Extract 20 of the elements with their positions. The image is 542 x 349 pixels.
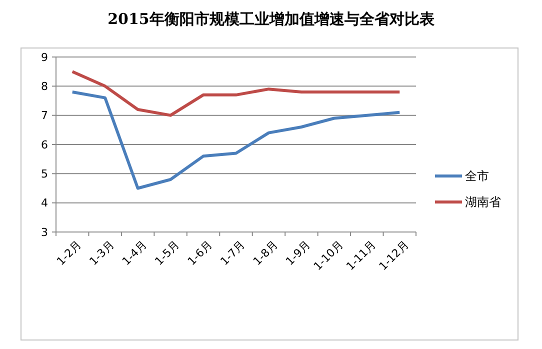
x-tick-label: 1-7月 xyxy=(218,238,248,268)
legend-label: 湖南省 xyxy=(465,195,501,210)
y-tick-label: 7 xyxy=(41,109,48,122)
y-tick-label: 8 xyxy=(41,80,48,94)
y-tick-label: 5 xyxy=(41,168,48,181)
x-tick-label: 1-4月 xyxy=(120,238,150,268)
y-tick-label: 6 xyxy=(41,138,48,152)
y-tick-label: 4 xyxy=(41,196,48,210)
x-tick-label: 1-3月 xyxy=(86,238,117,268)
x-tick-label: 1-6月 xyxy=(185,238,215,268)
x-tick-label: 1-5月 xyxy=(152,238,182,268)
legend-label: 全市 xyxy=(465,169,489,184)
x-tick-label: 1-9月 xyxy=(283,238,314,268)
x-tick-label: 1-2月 xyxy=(54,238,84,268)
x-tick-label: 1-8月 xyxy=(250,238,280,268)
chart-title: 2015年衡阳市规模工业增加值增速与全省对比表 xyxy=(108,10,436,28)
line-series xyxy=(70,70,402,117)
y-tick-label: 3 xyxy=(41,226,48,239)
y-tick-label: 9 xyxy=(41,50,48,64)
line-series xyxy=(70,90,402,190)
